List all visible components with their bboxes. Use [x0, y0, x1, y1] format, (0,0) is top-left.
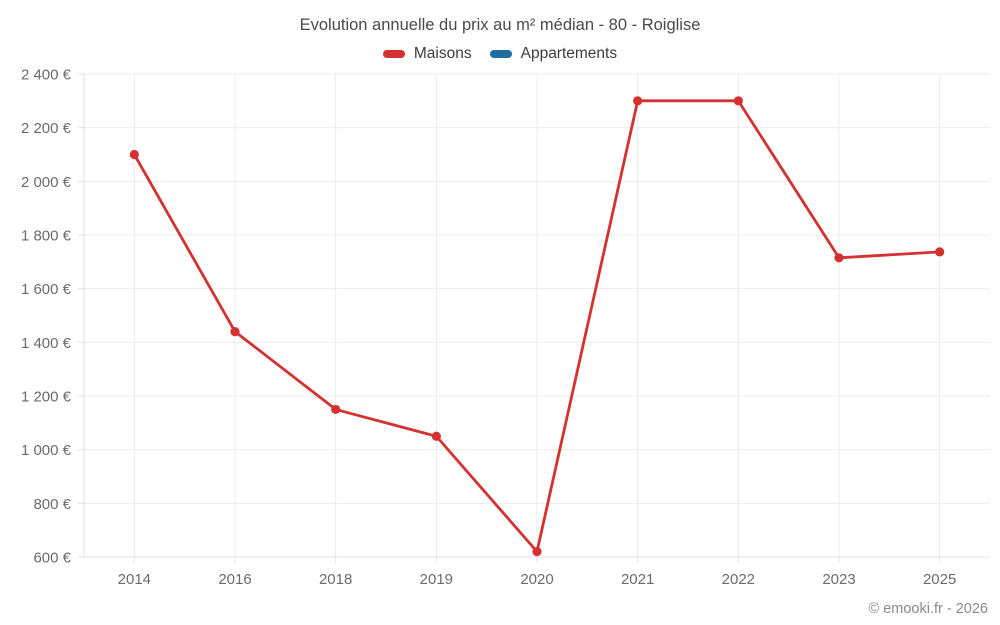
legend-label-maisons: Maisons — [413, 45, 472, 62]
x-tick-label: 2014 — [118, 571, 151, 588]
copyright-text: © emooki.fr - 2026 — [868, 601, 988, 617]
data-point-maisons — [532, 547, 542, 557]
chart-title: Evolution annuelle du prix au m² médian … — [299, 16, 701, 34]
legend-label-appartements: Appartements — [520, 45, 618, 62]
chart-legend: Maisons Appartements — [0, 45, 1000, 63]
x-tick-label: 2025 — [923, 571, 956, 588]
y-tick-label: 2 200 € — [21, 120, 72, 137]
x-tick-label: 2019 — [420, 571, 453, 588]
y-tick-label: 800 € — [33, 496, 71, 513]
legend-item-maisons[interactable]: Maisons — [382, 45, 472, 63]
x-tick-label: 2020 — [520, 571, 553, 588]
data-point-maisons — [431, 431, 441, 441]
y-tick-label: 2 000 € — [21, 174, 72, 191]
legend-item-appartements[interactable]: Appartements — [489, 45, 618, 63]
y-tick-label: 1 800 € — [21, 228, 72, 245]
appartements-series-swatch-icon — [489, 50, 512, 58]
y-tick-label: 2 400 € — [21, 67, 72, 84]
maisons-series-swatch-icon — [382, 50, 405, 58]
data-point-maisons — [129, 149, 139, 160]
data-point-maisons — [935, 247, 945, 257]
data-point-maisons — [834, 253, 844, 263]
y-tick-label: 1 600 € — [21, 281, 72, 298]
x-tick-label: 2022 — [722, 571, 755, 588]
data-point-maisons — [230, 327, 240, 337]
x-tick-label: 2023 — [822, 571, 855, 588]
y-tick-label: 1 200 € — [21, 389, 72, 406]
y-tick-label: 1 000 € — [21, 442, 72, 459]
y-tick-label: 600 € — [33, 550, 71, 567]
x-tick-label: 2016 — [218, 571, 251, 588]
x-tick-label: 2021 — [621, 571, 654, 588]
data-point-maisons — [331, 404, 341, 415]
data-point-maisons — [633, 96, 643, 106]
data-point-maisons — [733, 96, 743, 106]
y-tick-label: 1 400 € — [21, 335, 72, 352]
x-tick-label: 2018 — [319, 571, 352, 588]
